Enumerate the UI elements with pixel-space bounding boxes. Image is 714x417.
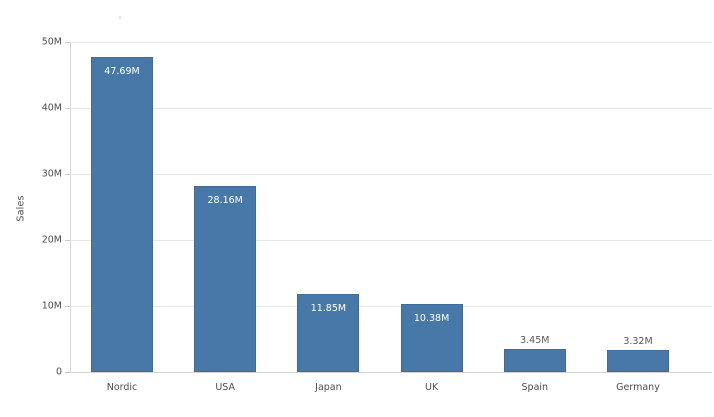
bar-value-label: 47.69M <box>104 66 140 78</box>
bar-japan[interactable]: 11.85M <box>297 293 360 372</box>
y-axis-tick-label: 0 <box>55 366 62 378</box>
y-axis-tick <box>65 108 70 109</box>
bar-germany[interactable]: 3.32M <box>607 337 669 372</box>
x-axis-label-uk: UK <box>425 382 439 393</box>
bar-uk[interactable]: 10.38M <box>400 303 463 372</box>
x-axis-label-usa: USA <box>215 382 236 393</box>
bar-spain[interactable]: 3.45M <box>503 336 566 372</box>
x-axis-label-spain: Spain <box>521 382 549 393</box>
y-axis-tick <box>65 42 70 43</box>
bar-value-label: 3.45M <box>520 334 550 346</box>
x-axis-label-germany: Germany <box>616 382 660 393</box>
y-axis-line <box>70 42 71 373</box>
bar-usa[interactable]: 28.16M <box>194 186 257 372</box>
y-axis-tick-label: 40M <box>41 102 62 114</box>
decorative-speck <box>119 16 121 19</box>
bar-nordic[interactable]: 47.69M <box>91 57 153 372</box>
x-axis-label-japan: Japan <box>315 382 342 393</box>
gridline <box>70 174 712 175</box>
y-axis-tick <box>65 174 70 175</box>
bar-value-label: 11.85M <box>310 302 347 314</box>
plot-area: 0 10M 20M 30M 40M 50M 47.69M 28.16M 11.85M 10.38… <box>42 37 712 378</box>
bar-value-label: 10.38M <box>413 312 450 324</box>
y-axis-tick <box>65 306 70 307</box>
gridline <box>70 42 712 43</box>
bar-value-label: 3.32M <box>623 335 653 347</box>
x-axis-label-nordic: Nordic <box>106 382 138 393</box>
y-axis-title-label: Sales <box>15 195 27 222</box>
gridline <box>70 372 712 373</box>
y-axis-tick <box>65 240 70 241</box>
y-axis-tick-label: 10M <box>41 300 62 312</box>
y-axis-title: Sales <box>12 0 30 417</box>
gridline <box>70 240 712 241</box>
y-axis-tick-label: 50M <box>41 36 62 48</box>
y-axis-tick <box>65 372 70 373</box>
y-axis-tick-label: 20M <box>41 234 62 246</box>
gridline <box>70 306 712 307</box>
gridline <box>70 108 712 109</box>
y-axis-tick-label: 30M <box>41 168 62 180</box>
bar-value-label: 28.16M <box>207 195 243 207</box>
